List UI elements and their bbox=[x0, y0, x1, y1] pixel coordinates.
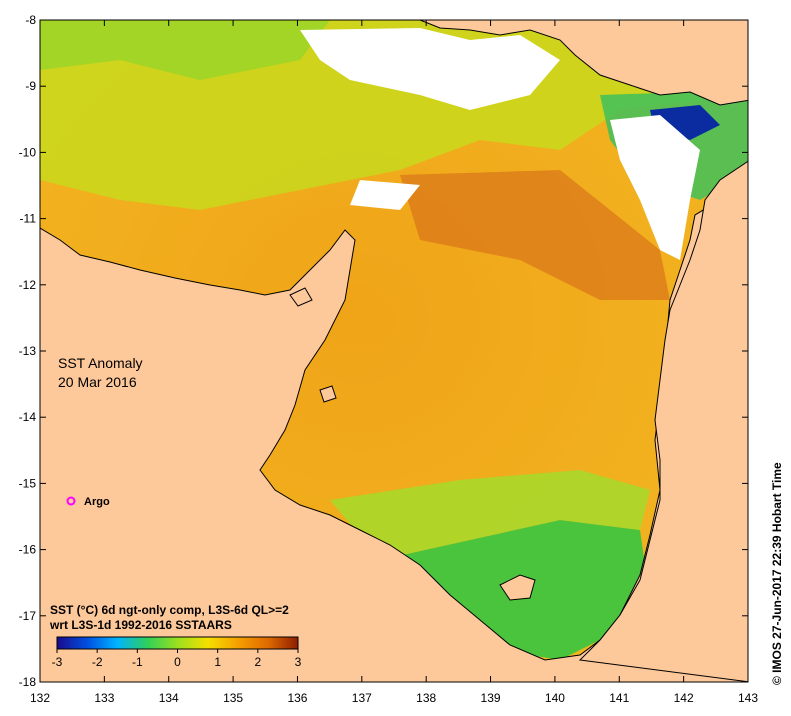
x-tick-label: 133 bbox=[94, 691, 114, 705]
map-date: 20 Mar 2016 bbox=[58, 374, 137, 390]
colorbar-tick-label: 3 bbox=[295, 655, 302, 669]
anomaly-region-central-warm bbox=[400, 170, 670, 300]
colorbar-tick-label: 2 bbox=[254, 655, 261, 669]
x-tick-label: 137 bbox=[352, 691, 372, 705]
anomaly-region-south-yellow bbox=[330, 470, 650, 560]
x-tick-label: 142 bbox=[674, 691, 694, 705]
land-cape-york-east bbox=[578, 160, 748, 682]
product-description-line2: wrt L3S-1d 1992-2016 SSTAARS bbox=[49, 618, 232, 632]
y-tick-label: -12 bbox=[19, 278, 37, 292]
colorbar-tick-label: 0 bbox=[174, 655, 181, 669]
y-tick-label: -15 bbox=[19, 476, 37, 490]
colorbar-tick-label: -1 bbox=[132, 655, 143, 669]
x-tick-label: 143 bbox=[738, 691, 758, 705]
y-tick-label: -14 bbox=[19, 410, 37, 424]
colorbar-tick-label: 1 bbox=[214, 655, 221, 669]
land-island bbox=[499, 574, 536, 601]
land-island bbox=[289, 287, 313, 307]
x-tick-label: 135 bbox=[223, 691, 243, 705]
credit-text: © IMOS 27-Jun-2017 22:39 Hobart Time bbox=[770, 462, 784, 685]
y-tick-label: -8 bbox=[25, 13, 36, 27]
y-axis-ticks: -8-9-10-11-12-13-14-15-16-17-18 bbox=[19, 13, 748, 689]
colorbar-tick-label: -2 bbox=[92, 655, 103, 669]
y-tick-label: -9 bbox=[25, 79, 36, 93]
anomaly-region-north-green bbox=[40, 20, 330, 80]
colorbar-tick-label: -3 bbox=[52, 655, 63, 669]
no-data-patch bbox=[350, 180, 420, 210]
y-tick-label: -10 bbox=[19, 145, 37, 159]
no-data-patch bbox=[610, 115, 700, 260]
colorbar-ticks: -3 -2 -1 0 1 2 3 bbox=[52, 649, 302, 669]
no-data-patch bbox=[300, 28, 560, 110]
y-tick-label: -13 bbox=[19, 344, 37, 358]
argo-marker: Argo bbox=[66, 496, 110, 508]
x-tick-label: 132 bbox=[30, 691, 50, 705]
y-tick-label: -18 bbox=[19, 675, 37, 689]
x-axis-ticks: 132 133 134 135 136 137 138 139 140 141 142 143 bbox=[30, 20, 758, 705]
x-tick-label: 136 bbox=[287, 691, 307, 705]
argo-label: Argo bbox=[84, 496, 110, 508]
x-tick-label: 134 bbox=[159, 691, 179, 705]
land-island bbox=[319, 385, 337, 403]
product-description-line1: SST (°C) 6d ngt-only comp, L3S-6d QL>=2 bbox=[50, 603, 289, 617]
x-tick-label: 139 bbox=[481, 691, 501, 705]
x-tick-label: 140 bbox=[545, 691, 565, 705]
land-new-guinea bbox=[419, 20, 748, 106]
colorbar bbox=[56, 636, 299, 650]
land-northern-territory bbox=[40, 190, 748, 682]
y-tick-label: -17 bbox=[19, 609, 37, 623]
argo-symbol-icon bbox=[66, 496, 76, 506]
x-tick-label: 141 bbox=[609, 691, 629, 705]
y-tick-label: -16 bbox=[19, 543, 37, 557]
map-title: SST Anomaly bbox=[58, 355, 143, 371]
x-tick-label: 138 bbox=[416, 691, 436, 705]
y-tick-label: -11 bbox=[20, 212, 37, 226]
